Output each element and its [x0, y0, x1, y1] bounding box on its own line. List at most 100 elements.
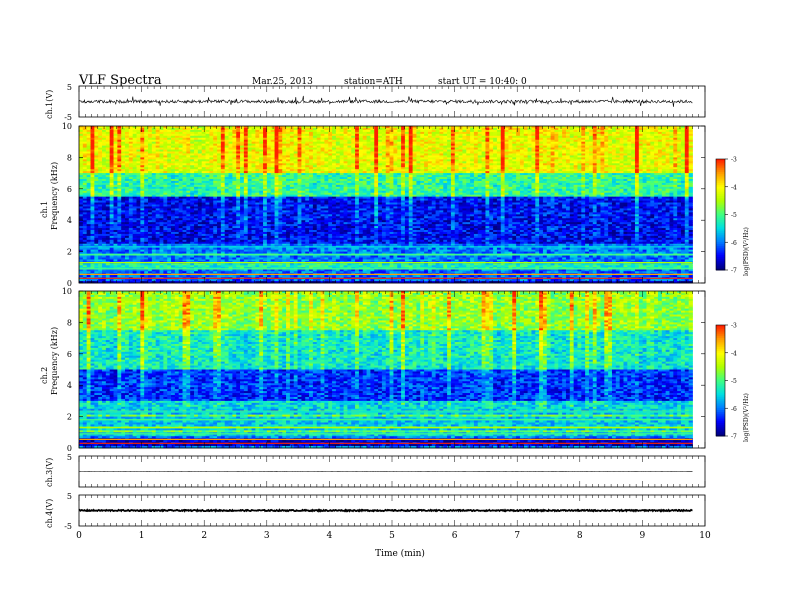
spectrogram-cell — [585, 161, 590, 164]
spectrogram-cell — [512, 155, 517, 158]
spectrogram-cell — [634, 159, 640, 162]
spectrogram-cell — [90, 143, 95, 147]
spectrogram-cell — [186, 129, 191, 133]
spectrogram-cell — [347, 159, 352, 162]
spectrogram-cell — [82, 155, 88, 158]
spectrogram-cell — [550, 165, 555, 168]
spectrogram-cell — [247, 145, 252, 148]
spectrogram-cell — [309, 163, 314, 166]
spectrogram-cell — [278, 147, 283, 150]
spectrogram-cell — [654, 155, 659, 158]
spectrogram-cell — [370, 165, 375, 168]
spectrogram-cell — [412, 141, 417, 145]
spectrogram-cell — [309, 149, 314, 152]
spectrogram-cell — [232, 167, 237, 170]
spectrogram-cell — [305, 161, 310, 164]
spectrogram-cell — [289, 143, 295, 147]
spectrogram-cell — [512, 163, 517, 166]
spectrogram-cell — [144, 151, 149, 154]
spectrogram-cell — [312, 129, 318, 133]
spectrogram-cell — [424, 153, 429, 156]
spectrogram-cell — [148, 147, 153, 150]
spectrogram-cell — [565, 157, 571, 160]
spectrogram-cell — [562, 157, 567, 160]
spectrogram-cell — [312, 159, 318, 162]
spectrogram-cell — [569, 149, 575, 152]
spectrogram-cell — [508, 135, 513, 139]
spectrogram-cell — [151, 137, 157, 141]
spectrogram-cell — [585, 141, 590, 145]
spectrogram-cell — [366, 147, 371, 150]
spectrogram-cell — [665, 159, 670, 162]
spectrogram-cell — [627, 129, 632, 133]
spectrogram-cell — [190, 159, 195, 162]
spectrogram-cell — [155, 135, 160, 139]
spectrogram-cell — [90, 126, 95, 129]
date-label: Mar.25, 2013 — [252, 77, 313, 87]
spectrogram-cell — [431, 153, 436, 156]
spectrogram-cell — [136, 137, 141, 141]
spectrogram-cell — [688, 165, 693, 168]
spectrogram-cell — [381, 133, 387, 137]
spectrogram-cell — [389, 157, 394, 160]
spectrogram-cell — [247, 137, 252, 141]
spectrogram-cell — [182, 131, 187, 135]
spectrogram-cell — [516, 165, 521, 168]
spectrogram-cell — [105, 155, 111, 158]
spectrogram-cell — [401, 135, 406, 139]
spectrogram-cell — [631, 135, 636, 139]
spectrogram-cell — [416, 165, 421, 168]
spectrogram-cell — [604, 155, 609, 158]
spectrogram-cell — [611, 127, 617, 131]
spectrogram-cell — [320, 135, 325, 139]
spectrogram-cell — [504, 161, 509, 164]
spectrogram-cell — [500, 147, 505, 150]
spectrogram-cell — [677, 165, 682, 168]
spectrogram-cell — [385, 167, 390, 170]
spectrogram-cell — [243, 161, 249, 164]
spectrogram-cell — [592, 163, 598, 166]
spectrogram-cell — [251, 129, 256, 133]
spectrogram-cell — [546, 151, 552, 154]
spectrogram-cell — [282, 149, 287, 152]
spectrogram-cell — [312, 153, 318, 156]
spectrogram-cell — [508, 133, 513, 137]
spectrogram-cell — [217, 155, 222, 158]
spectrogram-cell — [136, 155, 141, 158]
spectrogram-cell — [477, 161, 482, 164]
spectrogram-cell — [573, 133, 578, 137]
spectrogram-cell — [128, 131, 134, 135]
spectrogram-cell — [274, 129, 279, 133]
spectrogram-cell — [642, 126, 647, 129]
spectrogram-cell — [240, 147, 245, 150]
spectrogram-cell — [596, 155, 601, 158]
spectrogram-cell — [209, 137, 214, 141]
spectrogram-cell — [485, 139, 490, 143]
spectrogram-cell — [435, 131, 440, 135]
spectrogram-cell — [82, 157, 88, 160]
spectrogram-cell — [217, 153, 222, 156]
spectrogram-cell — [600, 161, 605, 164]
spectrogram-cell — [523, 127, 528, 131]
spectrogram-cell — [297, 167, 302, 170]
spectrogram-cell — [669, 133, 674, 137]
spectrogram-cell — [136, 139, 141, 143]
spectrogram-cell — [305, 133, 310, 137]
spectrogram-cell — [370, 135, 375, 139]
spectrogram-cell — [569, 153, 575, 156]
spectrogram-cell — [412, 153, 417, 156]
spectrogram-cell — [427, 151, 433, 154]
spectrogram-cell — [473, 161, 479, 164]
spectrogram-cell — [263, 153, 268, 156]
spectrogram-cell — [105, 129, 111, 133]
spectrogram-cell — [443, 159, 448, 162]
spectrogram-cell — [117, 135, 122, 139]
spectrogram-cell — [684, 149, 690, 152]
spectrogram-cell — [362, 126, 367, 129]
spectrogram-cell — [136, 165, 141, 168]
spectrogram-cell — [339, 161, 344, 164]
spectrogram-cell — [251, 147, 256, 150]
spectrogram-cell — [251, 133, 256, 137]
spectrogram-cell — [611, 165, 617, 168]
spectrogram-cell — [224, 141, 229, 145]
